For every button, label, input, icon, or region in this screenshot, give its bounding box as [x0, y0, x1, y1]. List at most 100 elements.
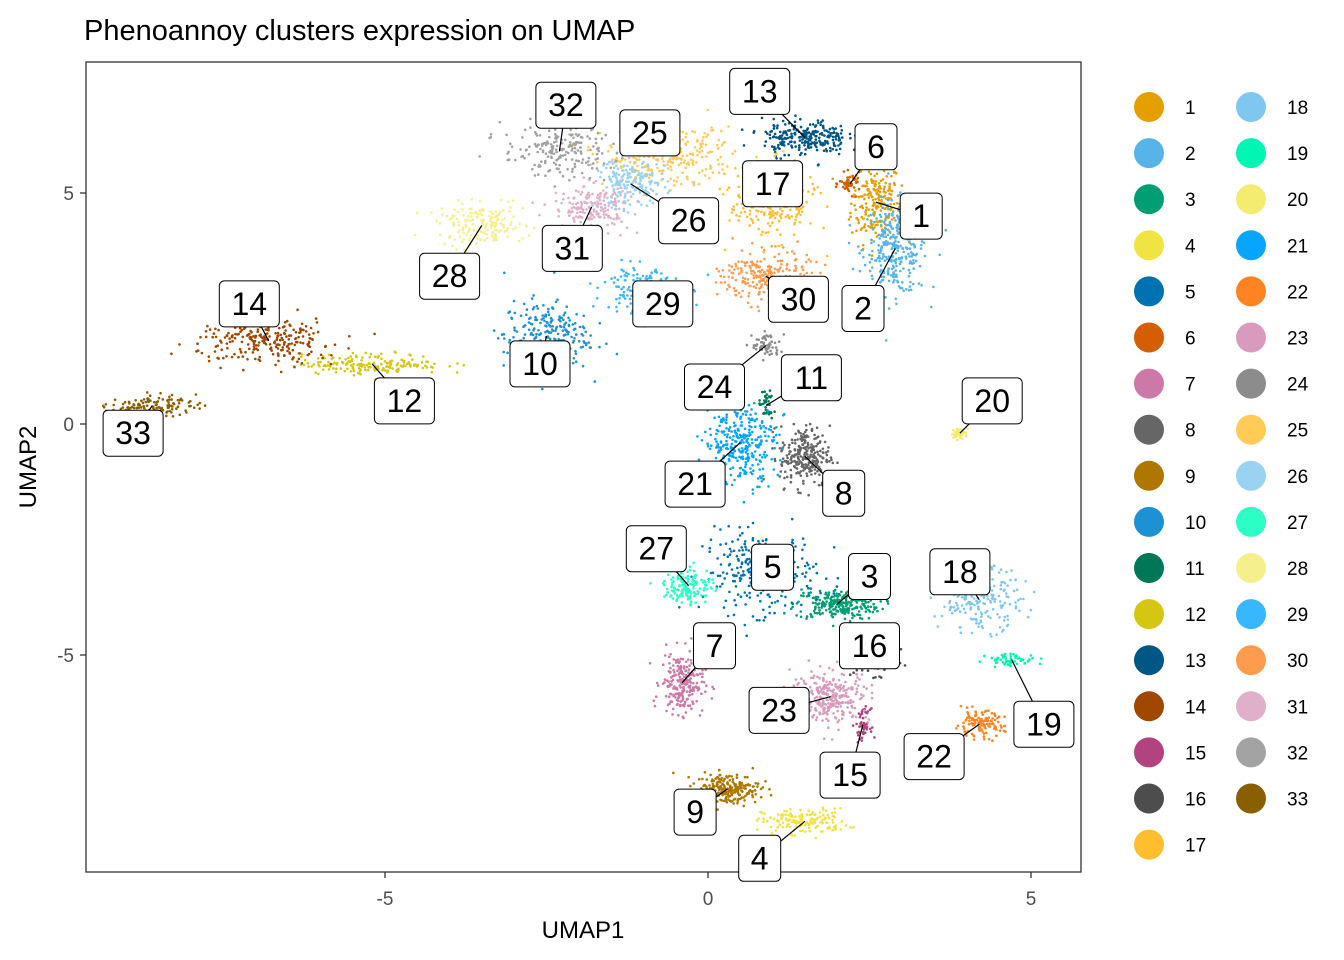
data-point: [686, 177, 689, 181]
data-point: [816, 816, 820, 820]
data-point: [789, 607, 793, 611]
data-point: [892, 244, 895, 247]
data-point: [770, 832, 774, 835]
data-point: [589, 334, 592, 337]
data-point: [837, 139, 841, 142]
data-point: [567, 323, 571, 327]
data-point: [826, 693, 829, 696]
data-point: [619, 165, 623, 168]
data-point: [782, 131, 785, 135]
data-point: [867, 616, 871, 620]
data-point: [693, 146, 697, 149]
data-point: [631, 170, 634, 174]
data-point: [628, 203, 632, 206]
data-point: [794, 215, 798, 219]
data-point: [317, 372, 320, 376]
data-point: [794, 815, 797, 818]
data-point: [863, 724, 866, 728]
data-point: [792, 233, 796, 236]
data-point: [887, 273, 890, 276]
data-point: [992, 584, 996, 588]
data-point: [798, 146, 801, 149]
data-point: [328, 353, 331, 357]
data-point: [728, 553, 732, 556]
data-point: [720, 420, 724, 424]
data-point: [719, 563, 723, 566]
data-point: [886, 207, 890, 211]
data-point: [990, 635, 993, 638]
data-point: [710, 444, 713, 447]
data-point: [841, 185, 845, 189]
data-point: [956, 595, 960, 598]
data-point: [709, 571, 713, 575]
data-point: [737, 193, 740, 197]
data-point: [254, 357, 257, 361]
data-point: [634, 169, 638, 172]
data-point: [674, 673, 677, 677]
data-point: [789, 480, 793, 484]
data-point: [883, 219, 887, 222]
data-point: [850, 704, 853, 708]
data-point: [531, 307, 535, 311]
data-point: [782, 413, 785, 417]
data-point: [891, 212, 894, 215]
data-point: [846, 176, 849, 179]
data-point: [746, 783, 750, 787]
data-point: [761, 539, 765, 543]
data-point: [774, 136, 778, 139]
data-point: [643, 174, 647, 177]
data-point: [959, 436, 962, 440]
data-point: [762, 478, 765, 481]
data-point: [298, 331, 301, 335]
data-point: [724, 796, 728, 799]
data-point: [857, 221, 860, 225]
data-point: [791, 605, 794, 609]
data-point: [217, 328, 220, 332]
data-point: [991, 607, 995, 611]
data-point: [800, 557, 804, 560]
data-point: [765, 454, 768, 457]
data-point: [685, 690, 689, 693]
data-point: [333, 343, 337, 347]
data-point: [627, 180, 631, 183]
data-point: [708, 550, 711, 553]
data-point: [1020, 658, 1023, 661]
data-point: [373, 355, 377, 359]
data-point: [783, 611, 786, 615]
data-point: [975, 599, 978, 603]
data-point: [912, 243, 916, 247]
data-point: [973, 603, 976, 607]
data-point: [283, 340, 287, 344]
data-point: [830, 595, 834, 598]
data-point: [980, 613, 984, 616]
data-point: [798, 448, 802, 452]
data-point: [736, 799, 739, 802]
data-point: [895, 229, 899, 232]
data-point: [781, 457, 785, 461]
data-point: [767, 428, 771, 431]
data-point: [793, 455, 796, 458]
data-point: [227, 331, 230, 335]
data-point: [666, 160, 670, 163]
data-point: [815, 462, 818, 465]
data-point: [730, 775, 733, 778]
data-point: [889, 224, 892, 227]
data-point: [814, 707, 817, 710]
data-point: [236, 333, 239, 336]
data-point: [701, 139, 704, 142]
data-point: [268, 335, 271, 338]
data-point: [677, 163, 681, 167]
data-point: [759, 787, 763, 791]
data-point: [980, 723, 983, 727]
data-point: [871, 266, 874, 269]
data-point: [350, 359, 354, 363]
data-point: [742, 796, 745, 799]
data-point: [738, 534, 742, 537]
data-point: [701, 545, 704, 548]
data-point: [721, 168, 724, 171]
data-point: [773, 216, 777, 220]
data-point: [818, 677, 821, 680]
data-point: [892, 271, 895, 274]
data-point: [833, 612, 837, 616]
data-point: [839, 607, 842, 611]
